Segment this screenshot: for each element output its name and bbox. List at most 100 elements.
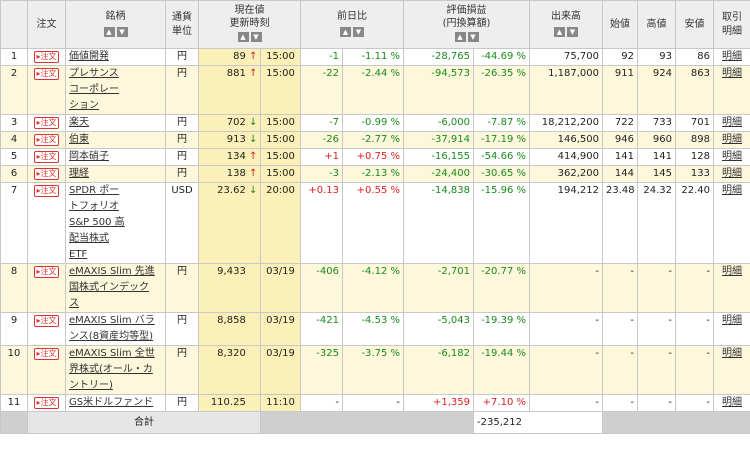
- stock-name-link[interactable]: eMAXIS Slim 先進 国株式インデック ス: [69, 266, 155, 309]
- table-row: 4 ▸注文 伯東円 913 ↓ 15:00 -26 -2.77 % -37,914 -17.19…: [0, 131, 750, 149]
- volume: 414,900: [529, 148, 603, 166]
- sort-desc-icon[interactable]: ▼: [353, 26, 364, 37]
- current-price: 89 ↑: [198, 48, 261, 66]
- sort-desc-icon[interactable]: ▼: [567, 26, 578, 37]
- current-price: 8,320: [198, 345, 261, 395]
- stock-name-link[interactable]: 岡本硝子: [69, 151, 109, 162]
- order-button[interactable]: ▸注文: [34, 134, 59, 146]
- volume: 362,200: [529, 165, 603, 183]
- stock-name-link[interactable]: eMAXIS Slim バラ ンス(8資産均等型): [69, 315, 155, 342]
- sort-asc-icon[interactable]: ▲: [340, 26, 351, 37]
- detail-link[interactable]: 明細: [722, 151, 742, 162]
- change-value: -22: [300, 65, 343, 115]
- arrow-up-icon: ↑: [249, 51, 258, 62]
- stock-name-cell: SPDR ポー トフォリオ S&P 500 高 配当株式 ETF: [65, 182, 166, 264]
- price-value: 702: [226, 117, 246, 128]
- high-price: 924: [637, 65, 676, 115]
- header-volume-label: 出来高: [551, 10, 581, 22]
- order-button[interactable]: ▸注文: [34, 266, 59, 278]
- table-row: 11 ▸注文 GS米ドルファンド円 110.25 11:10- - +1,359 +7.10…: [0, 394, 750, 412]
- order-button[interactable]: ▸注文: [34, 315, 59, 327]
- detail-link[interactable]: 明細: [722, 168, 742, 179]
- order-button[interactable]: ▸注文: [34, 185, 59, 197]
- current-price: 8,858: [198, 312, 261, 346]
- update-time: 15:00: [260, 165, 301, 183]
- order-cell: ▸注文: [27, 394, 66, 412]
- detail-link[interactable]: 明細: [722, 315, 742, 326]
- order-button[interactable]: ▸注文: [34, 151, 59, 163]
- stock-name-link[interactable]: 理経: [69, 168, 89, 179]
- detail-link[interactable]: 明細: [722, 266, 742, 277]
- low-price: 128: [675, 148, 714, 166]
- stock-name-link[interactable]: GS米ドルファンド: [69, 397, 154, 408]
- change-value: -325: [300, 345, 343, 395]
- detail-link[interactable]: 明細: [722, 185, 742, 196]
- sort-asc-icon[interactable]: ▲: [103, 26, 115, 37]
- sort-desc-icon[interactable]: ▼: [467, 31, 479, 42]
- header-pl: 評価損益 (円換算額) ▲ ▼: [403, 0, 530, 49]
- detail-link[interactable]: 明細: [722, 68, 742, 79]
- pl-percent: -54.66 %: [473, 148, 530, 166]
- detail-link[interactable]: 明細: [722, 397, 742, 408]
- total-label: 合計: [27, 411, 261, 434]
- price-value: 134: [226, 151, 246, 162]
- stock-name-link[interactable]: 伯東: [69, 134, 89, 145]
- stock-name-cell: eMAXIS Slim バラ ンス(8資産均等型): [65, 312, 166, 346]
- sort-asc-icon[interactable]: ▲: [454, 31, 466, 42]
- table-row: 10 ▸注文 eMAXIS Slim 全世 界株式(オール・カ ントリー) 円 8,32…: [0, 345, 750, 395]
- order-button[interactable]: ▸注文: [34, 348, 59, 360]
- sort-asc-icon[interactable]: ▲: [554, 26, 565, 37]
- detail-cell: 明細: [713, 48, 750, 66]
- high-price: 93: [637, 48, 676, 66]
- stock-name-cell: eMAXIS Slim 全世 界株式(オール・カ ントリー): [65, 345, 166, 395]
- pl-percent: +7.10 %: [473, 394, 530, 412]
- open-price: -: [602, 394, 638, 412]
- detail-link[interactable]: 明細: [722, 348, 742, 359]
- current-price: 110.25: [198, 394, 261, 412]
- open-price: 23.48: [602, 182, 638, 264]
- row-number: 1: [0, 48, 28, 66]
- detail-link[interactable]: 明細: [722, 51, 742, 62]
- low-price: -: [675, 312, 714, 346]
- header-change-label: 前日比: [337, 10, 367, 22]
- sort-desc-icon[interactable]: ▼: [116, 26, 128, 37]
- order-button[interactable]: ▸注文: [34, 117, 59, 129]
- header-currency: 通貨 単位: [165, 0, 199, 49]
- pl-value: -94,573: [403, 65, 474, 115]
- stock-name-link[interactable]: eMAXIS Slim 全世 界株式(オール・カ ントリー): [69, 348, 155, 391]
- arrow-up-icon: ↑: [249, 68, 258, 79]
- stock-name-cell: eMAXIS Slim 先進 国株式インデック ス: [65, 263, 166, 313]
- stock-name-cell: 岡本硝子: [65, 148, 166, 166]
- stock-name-link[interactable]: 価値開発: [69, 51, 109, 62]
- stock-name-cell: GS米ドルファンド: [65, 394, 166, 412]
- update-time: 03/19: [260, 345, 301, 395]
- stock-name-link[interactable]: プレサンス コーポレー ション: [69, 68, 119, 111]
- arrow-down-icon: ↓: [249, 134, 258, 145]
- header-name: 銘柄 ▲ ▼: [65, 0, 166, 49]
- price-value: 23.62: [217, 185, 246, 196]
- volume: -: [529, 263, 603, 313]
- pl-value: +1,359: [403, 394, 474, 412]
- stock-name-link[interactable]: SPDR ポー トフォリオ S&P 500 高 配当株式 ETF: [69, 185, 125, 260]
- current-price: 881 ↑: [198, 65, 261, 115]
- order-button[interactable]: ▸注文: [34, 51, 59, 63]
- low-price: 133: [675, 165, 714, 183]
- low-price: 898: [675, 131, 714, 149]
- sort-asc-icon[interactable]: ▲: [237, 31, 249, 42]
- stock-name-link[interactable]: 楽天: [69, 117, 89, 128]
- header-pl-label: 評価損益 (円換算額): [442, 4, 491, 29]
- low-price: -: [675, 345, 714, 395]
- currency-unit: 円: [165, 394, 199, 412]
- open-price: 722: [602, 114, 638, 132]
- detail-cell: 明細: [713, 394, 750, 412]
- sort-desc-icon[interactable]: ▼: [250, 31, 262, 42]
- order-button[interactable]: ▸注文: [34, 397, 59, 409]
- detail-link[interactable]: 明細: [722, 117, 742, 128]
- change-value: -421: [300, 312, 343, 346]
- detail-link[interactable]: 明細: [722, 134, 742, 145]
- change-value: -7: [300, 114, 343, 132]
- volume: -: [529, 394, 603, 412]
- order-button[interactable]: ▸注文: [34, 168, 59, 180]
- header-no: [0, 0, 28, 49]
- order-button[interactable]: ▸注文: [34, 68, 59, 80]
